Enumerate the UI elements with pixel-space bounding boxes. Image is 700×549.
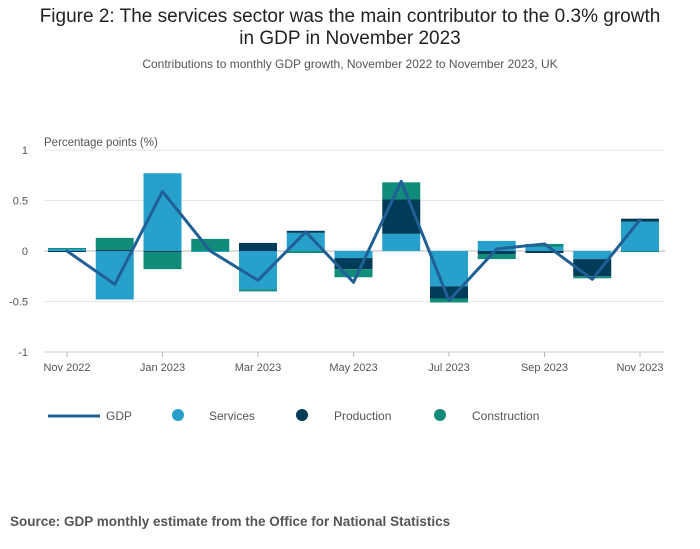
- construction-bar: [143, 252, 182, 270]
- chart-title-line-1: Figure 2: The services sector was the ma…: [39, 6, 661, 27]
- production-bar: [525, 251, 564, 254]
- services-bar: [525, 246, 564, 251]
- y-tick-label: -1: [18, 347, 28, 359]
- services-bar: [143, 173, 182, 251]
- x-tick-label: Nov 2023: [616, 362, 663, 374]
- legend-gdp-label: GDP: [106, 409, 132, 423]
- construction-bar: [382, 182, 421, 200]
- production-bar: [239, 242, 277, 251]
- legend-construction-label: Construction: [472, 409, 539, 423]
- legend-construction-swatch: [434, 409, 446, 421]
- services-bar: [334, 251, 373, 259]
- source-note: Source: GDP monthly estimate from the Of…: [10, 514, 451, 529]
- x-tick-label: Jan 2023: [140, 362, 185, 374]
- y-axis-label: Percentage points (%): [44, 137, 158, 149]
- production-bar: [334, 258, 373, 270]
- construction-bar: [334, 269, 373, 278]
- production-bar: [143, 251, 182, 253]
- y-tick-label: 0: [22, 246, 28, 258]
- construction-bar: [191, 238, 230, 251]
- chart-subtitle: Contributions to monthly GDP growth, Nov…: [142, 57, 558, 71]
- y-tick-label: 0.5: [13, 196, 28, 208]
- legend-production-swatch: [296, 409, 308, 421]
- legend-production-label: Production: [334, 409, 391, 423]
- services-bar: [573, 251, 612, 260]
- services-bar: [382, 233, 421, 251]
- gdp-line: [65, 179, 642, 302]
- chart-title: Figure 2: The services sector was the ma…: [0, 6, 700, 50]
- production-bar: [477, 251, 516, 255]
- production-bar: [95, 249, 134, 251]
- construction-bar: [239, 289, 277, 292]
- legend-services-swatch: [172, 409, 184, 421]
- x-tick-label: May 2023: [329, 362, 377, 374]
- construction-bar: [48, 247, 86, 249]
- x-tick-label: Nov 2022: [43, 362, 90, 374]
- chart-title-line-2: in GDP in November 2023: [239, 28, 461, 49]
- y-tick-label: -0.5: [9, 297, 28, 309]
- y-tick-label: 1: [22, 145, 28, 157]
- construction-bar: [95, 237, 134, 250]
- construction-bar: [621, 251, 659, 253]
- services-bar: [286, 232, 325, 251]
- services-bar: [239, 251, 277, 290]
- construction-bar: [477, 254, 516, 260]
- services-bar: [477, 240, 516, 251]
- legend-services-label: Services: [209, 409, 255, 423]
- construction-bar: [286, 251, 325, 254]
- x-tick-label: Sep 2023: [521, 362, 568, 374]
- x-tick-label: Mar 2023: [235, 362, 281, 374]
- x-tick-label: Jul 2023: [428, 362, 470, 374]
